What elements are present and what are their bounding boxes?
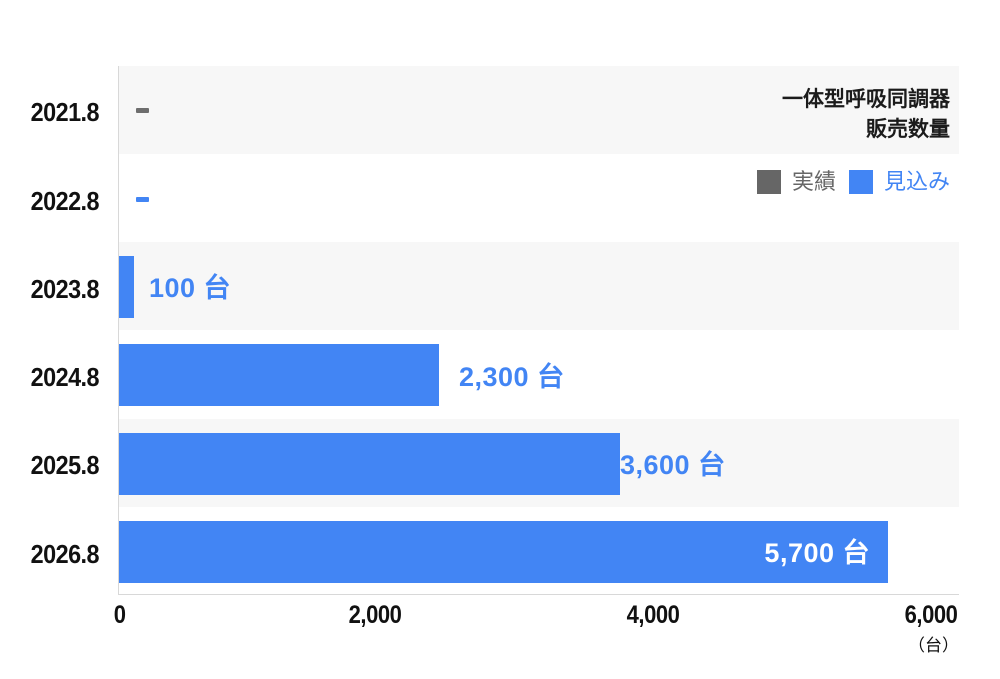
x-tick-2000: 2,000 xyxy=(348,601,402,629)
bar-marker-2021 xyxy=(136,108,149,113)
legend-item-actual: 実績 xyxy=(756,169,836,194)
legend: 実績 見込み xyxy=(756,169,950,194)
value-label-2026: 5,700 台 xyxy=(764,538,870,568)
chart-title-line-1: 一体型呼吸同調器 xyxy=(782,88,950,111)
value-label-2023: 100 台 xyxy=(149,273,232,303)
x-axis-unit-label: （台） xyxy=(908,636,959,655)
legend-swatch-icon-actual xyxy=(756,170,781,194)
category-label-2021: 2021.8 xyxy=(30,97,100,127)
bar-marker-2022 xyxy=(136,197,149,202)
bar-2025 xyxy=(119,433,620,495)
row-band xyxy=(119,66,959,155)
legend-item-forecast: 見込み xyxy=(848,169,950,194)
category-label-2022: 2022.8 xyxy=(30,186,100,216)
bar-2026 xyxy=(119,521,888,583)
row-band xyxy=(119,154,959,243)
category-label-2023: 2023.8 xyxy=(30,274,100,304)
chart-title: 一体型呼吸同調器 販売数量 xyxy=(782,85,950,146)
x-tick-4000: 4,000 xyxy=(626,601,680,629)
bar-2023 xyxy=(119,256,134,318)
value-label-2024: 2,300 台 xyxy=(459,362,565,392)
bar-2024 xyxy=(119,344,439,406)
category-label-2026: 2026.8 xyxy=(30,539,100,569)
x-axis-line xyxy=(119,594,959,595)
category-label-2025: 2025.8 xyxy=(30,450,100,480)
x-tick-6000: 6,000 xyxy=(904,601,958,629)
category-label-2024: 2024.8 xyxy=(30,362,100,392)
legend-swatch-icon-forecast xyxy=(848,170,873,194)
row-band xyxy=(119,242,959,331)
chart-title-line-2: 販売数量 xyxy=(866,118,950,142)
legend-label-forecast: 見込み xyxy=(883,169,950,194)
y-axis-line xyxy=(118,66,119,595)
x-tick-0: 0 xyxy=(113,601,126,629)
legend-label-actual: 実績 xyxy=(791,169,836,194)
value-label-2025: 3,600 台 xyxy=(620,450,726,480)
